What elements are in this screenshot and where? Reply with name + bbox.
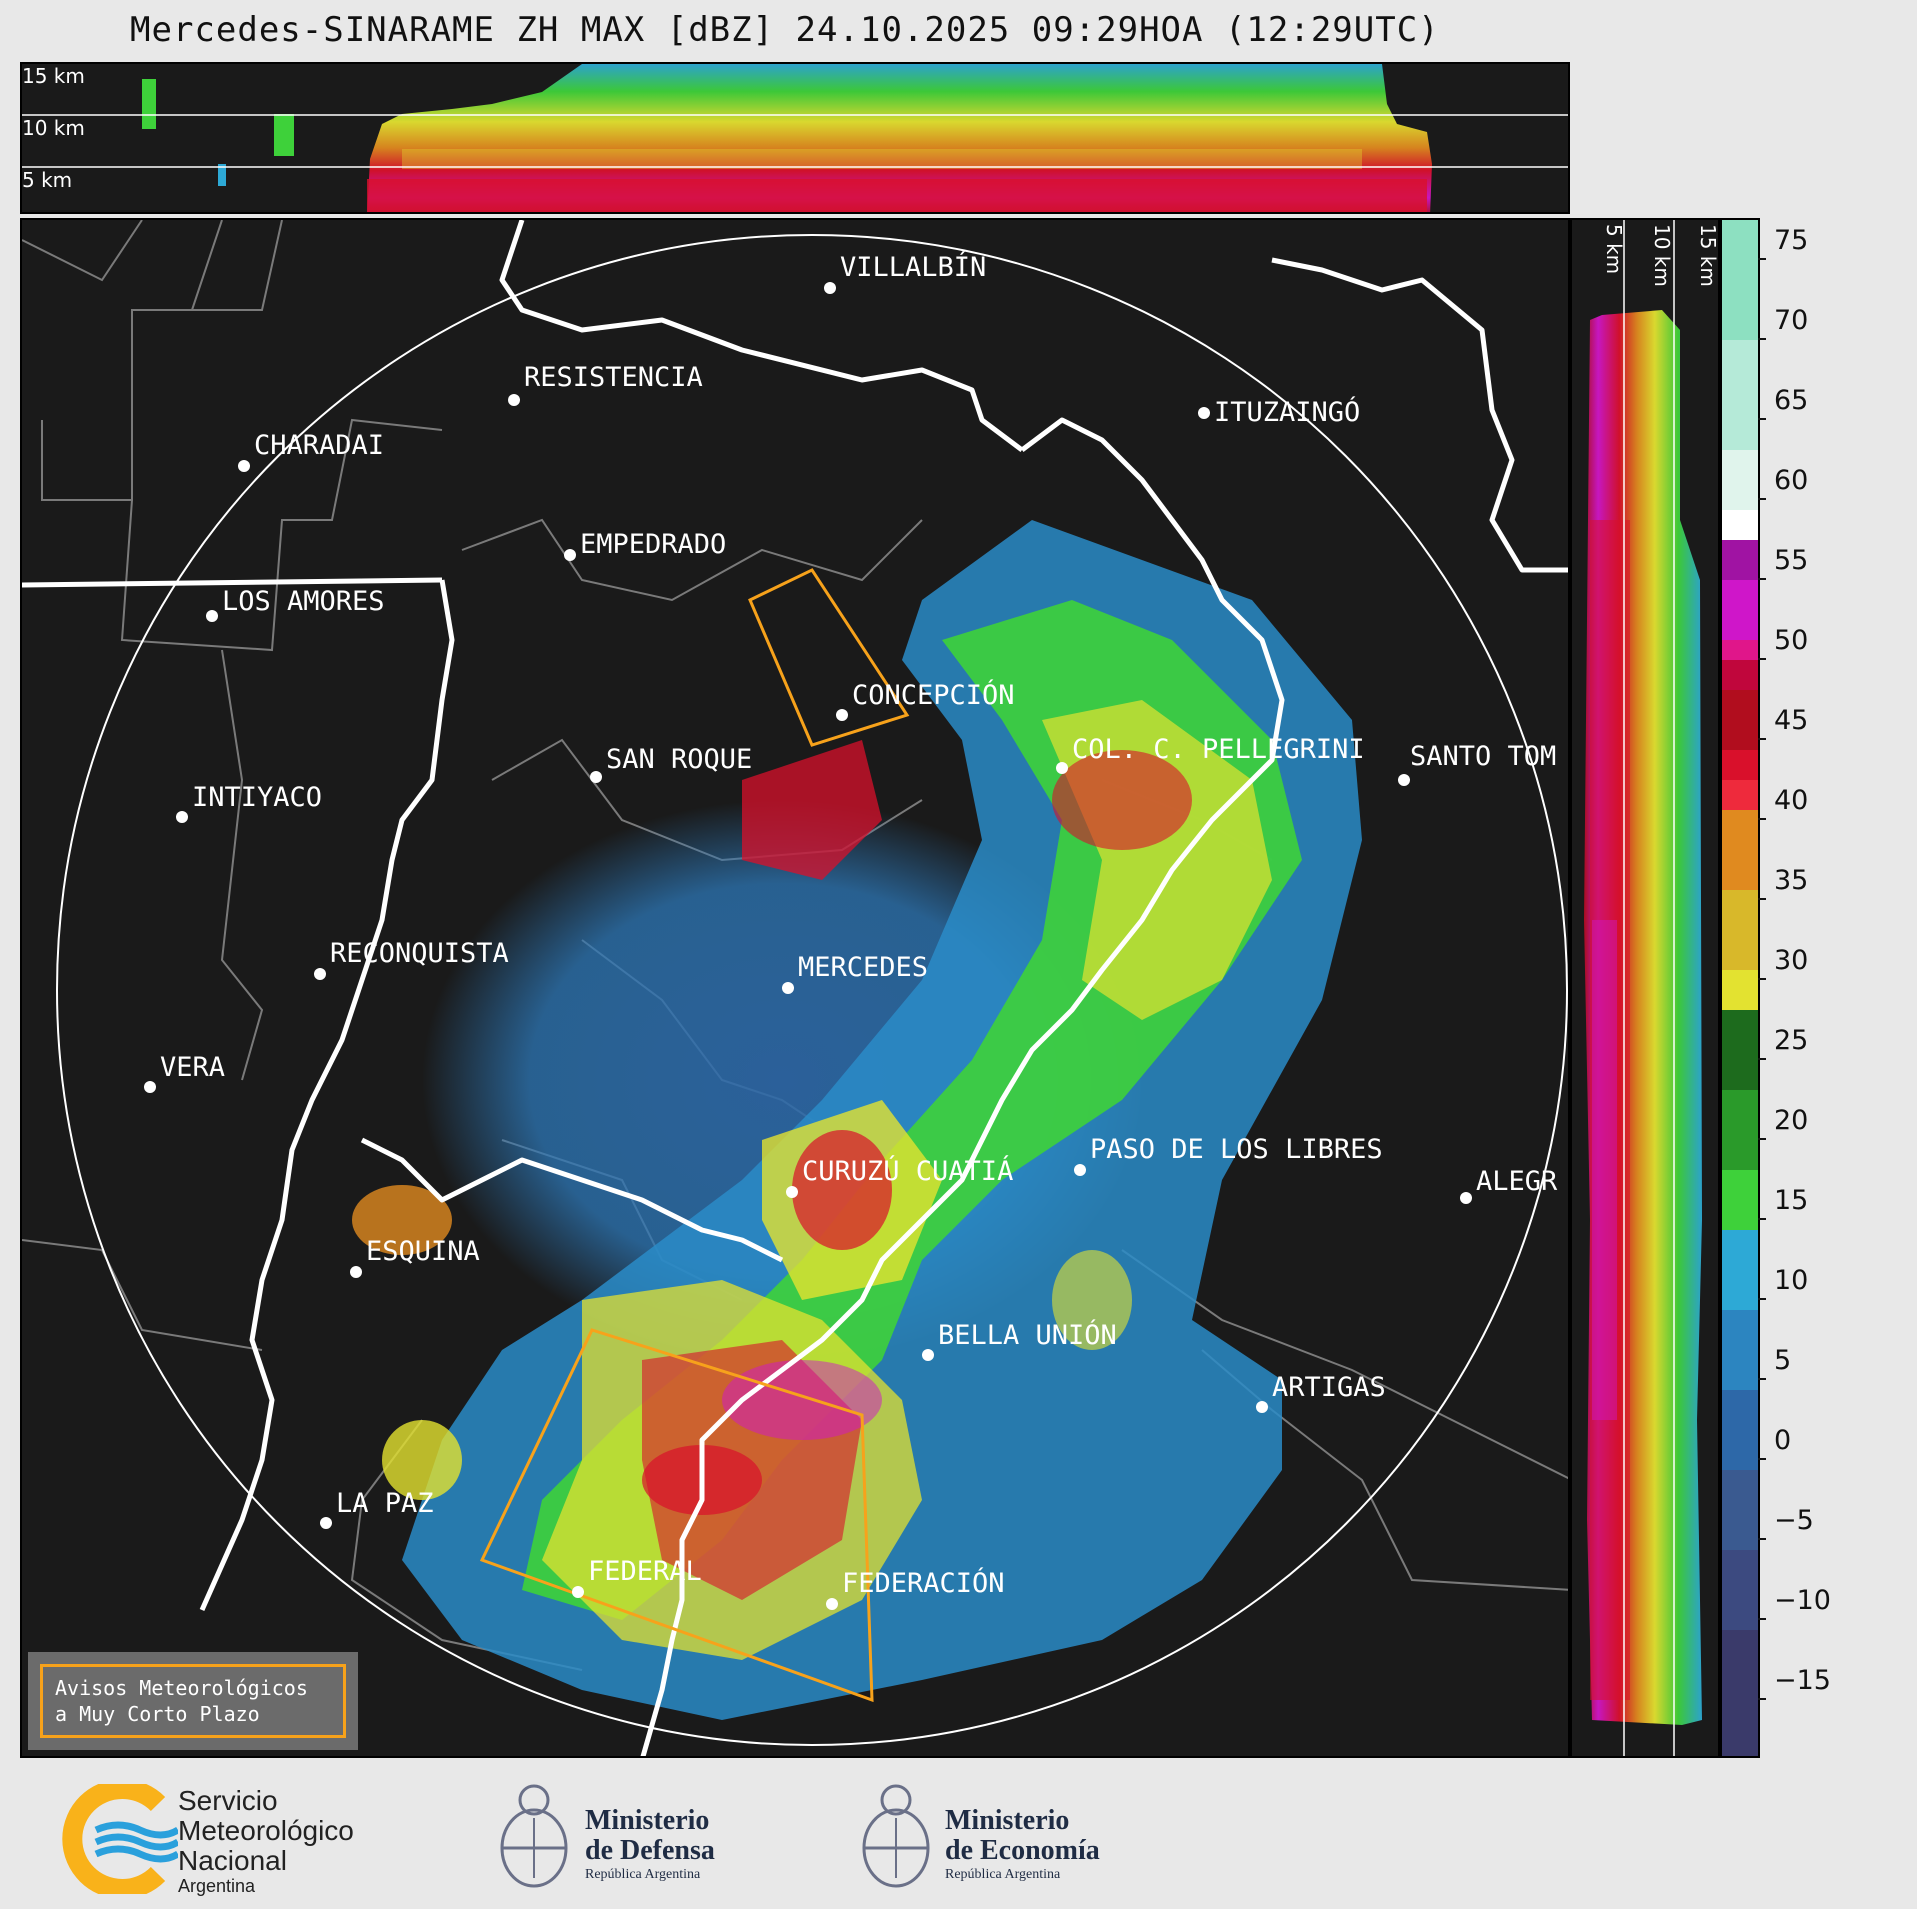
top-vertical-profile-panel: 15 km 10 km 5 km: [20, 62, 1570, 214]
side-profile-svg: [1584, 220, 1702, 1756]
colorbar-ticks: 75 70 65 60 55 50 45 40 35 30 25 20 15 1…: [1757, 218, 1900, 1758]
smn-logo-text: Servicio Meteorológico Nacional Argentin…: [178, 1785, 354, 1897]
city-label-esquina: ESQUINA: [366, 1236, 480, 1267]
colorbar-tick: 55: [1757, 545, 1808, 593]
smn-line-4: Argentina: [178, 1876, 256, 1896]
footer-logos: Servicio Meteorológico Nacional Argentin…: [0, 1762, 1917, 1909]
colorbar-tick: 15: [1757, 1185, 1808, 1233]
side-height-label-15km: 15 km: [1696, 224, 1720, 287]
city-labels: VILLALBÍN RESISTENCIA CHARADAI ITUZAINGÓ…: [160, 251, 1558, 1599]
economia-seal: [856, 1778, 936, 1903]
radar-echoes: [352, 520, 1362, 1720]
side-vertical-profile-panel: 5 km 10 km 15 km: [1570, 218, 1720, 1758]
smn-logo-icon: [62, 1779, 180, 1899]
city-label-federacion: FEDERACIÓN: [842, 1567, 1005, 1599]
colorbar-tick: 35: [1757, 865, 1808, 913]
side-height-label-10km: 10 km: [1650, 224, 1674, 287]
city-label-reconquista: RECONQUISTA: [330, 938, 509, 969]
colorbar-tick: −15: [1758, 1665, 1831, 1713]
radar-map-svg: VILLALBÍN RESISTENCIA CHARADAI ITUZAINGÓ…: [22, 220, 1568, 1756]
city-label-intiyaco: INTIYACO: [192, 782, 322, 813]
argentina-seal-icon: [862, 1784, 930, 1888]
colorbar-tick: 65: [1757, 385, 1808, 433]
colorbar-tick: −5: [1758, 1505, 1814, 1553]
defensa-line-3: República Argentina: [585, 1867, 701, 1882]
avisos-line-2: a Muy Corto Plazo: [55, 1702, 260, 1726]
city-label-los-amores: LOS AMORES: [222, 586, 385, 617]
city-label-santo-tome: SANTO TOM: [1410, 741, 1556, 772]
city-label-concepcion: CONCEPCIÓN: [852, 679, 1015, 711]
colorbar-tick: 50: [1757, 625, 1808, 673]
avisos-legend-frame: Avisos Meteorológicos a Muy Corto Plazo: [40, 1664, 346, 1738]
map-title: Mercedes-SINARAME ZH MAX [dBZ] 24.10.202…: [130, 10, 1440, 50]
colorbar-tick: 0: [1757, 1425, 1791, 1473]
city-label-alegrete: ALEGR: [1476, 1166, 1558, 1197]
colorbar-tick: 60: [1757, 465, 1808, 513]
colorbar-tick: 75: [1757, 225, 1808, 273]
city-label-bella-union: BELLA UNIÓN: [938, 1319, 1117, 1351]
city-label-empedrado: EMPEDRADO: [580, 529, 726, 560]
economia-text: Ministerio de Economía República Argenti…: [945, 1806, 1100, 1884]
colorbar-tick: 20: [1757, 1105, 1808, 1153]
colorbar-tick: 40: [1757, 785, 1808, 833]
colorbar-tick: 10: [1757, 1265, 1808, 1313]
colorbar-tick: 25: [1757, 1025, 1808, 1073]
smn-line-3: Nacional: [178, 1845, 287, 1876]
colorbar-tick: 5: [1757, 1345, 1791, 1393]
dbz-colorbar: [1720, 218, 1760, 1758]
city-label-mercedes: MERCEDES: [798, 952, 928, 983]
city-label-col-c-pellegrini: COL. C. PELLEGRINI: [1072, 734, 1365, 765]
international-borders: [22, 220, 1568, 1756]
colorbar-tick: −10: [1758, 1585, 1831, 1633]
radar-map[interactable]: VILLALBÍN RESISTENCIA CHARADAI ITUZAINGÓ…: [20, 218, 1570, 1758]
side-height-label-5km: 5 km: [1602, 224, 1626, 275]
city-label-paso-de-los-libres: PASO DE LOS LIBRES: [1090, 1134, 1383, 1165]
avisos-legend-box: Avisos Meteorológicos a Muy Corto Plazo: [28, 1652, 358, 1750]
height-label-5km: 5 km: [22, 168, 73, 192]
argentina-seal-icon: [500, 1784, 568, 1888]
city-label-san-roque: SAN ROQUE: [606, 744, 752, 775]
city-label-artigas: ARTIGAS: [1272, 1372, 1386, 1403]
city-label-charadai: CHARADAI: [254, 430, 384, 461]
city-label-villalbin: VILLALBÍN: [840, 251, 986, 283]
city-label-ituzaingo: ITUZAINGÓ: [1214, 396, 1360, 428]
smn-line-2: Meteorológico: [178, 1815, 354, 1846]
avisos-line-1: Avisos Meteorológicos: [55, 1676, 308, 1700]
city-label-vera: VERA: [160, 1052, 225, 1083]
top-profile-svg: [22, 64, 1568, 212]
colorbar-tick: 30: [1757, 945, 1808, 993]
height-label-15km: 15 km: [22, 64, 85, 88]
city-label-curuzu-cuatia: CURUZÚ CUATIÁ: [802, 1155, 1013, 1187]
defensa-seal: [494, 1778, 574, 1903]
economia-line-2: de Economía: [945, 1835, 1100, 1866]
defensa-line-1: Ministerio: [585, 1805, 710, 1836]
defensa-line-2: de Defensa: [585, 1835, 715, 1866]
economia-line-1: Ministerio: [945, 1805, 1070, 1836]
radar-range-ring: [56, 234, 1568, 1746]
smn-line-1: Servicio: [178, 1785, 278, 1816]
defensa-text: Ministerio de Defensa República Argentin…: [585, 1806, 715, 1884]
colorbar-tick: 70: [1757, 305, 1808, 353]
economia-line-3: República Argentina: [945, 1867, 1061, 1882]
city-label-la-paz: LA PAZ: [336, 1488, 434, 1519]
warning-polygons: [479, 568, 910, 1703]
city-label-resistencia: RESISTENCIA: [524, 362, 703, 393]
city-markers: [144, 282, 1472, 1610]
colorbar-tick: 45: [1757, 705, 1808, 753]
smn-logo: [58, 1779, 180, 1899]
city-label-federal: FEDERAL: [588, 1556, 702, 1587]
colorbar-svg: [1722, 220, 1758, 1756]
height-label-10km: 10 km: [22, 116, 85, 140]
